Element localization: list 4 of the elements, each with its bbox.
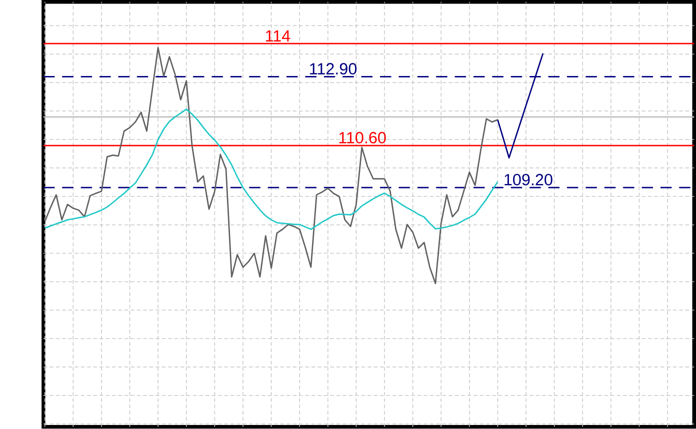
text: 114 <box>266 30 290 42</box>
annotation: 109.20 <box>504 174 552 186</box>
annotation: 112.90 <box>310 63 357 75</box>
annotation: 110.60 <box>339 132 386 144</box>
